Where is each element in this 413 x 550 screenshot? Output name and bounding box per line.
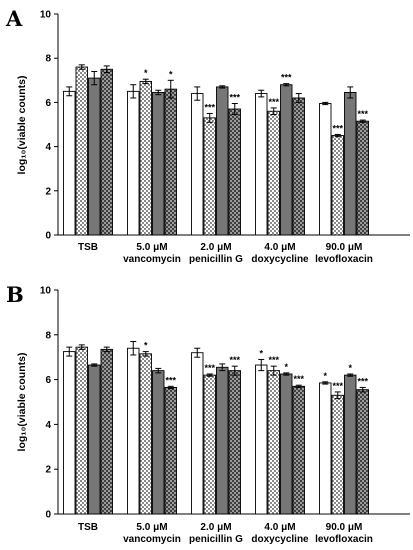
x-category-label: TSB [78, 242, 98, 253]
x-category-label: 5.0 μM [136, 242, 167, 253]
bar [152, 92, 165, 236]
bar [203, 374, 216, 515]
bar [191, 93, 204, 236]
bar [88, 364, 101, 515]
significance-marker: *** [357, 109, 368, 119]
bar [75, 346, 88, 515]
bar [356, 389, 369, 515]
bar [100, 68, 113, 236]
y-axis-label: log₁₀(viable counts) [16, 353, 28, 452]
x-category-label: TSB [78, 522, 98, 533]
y-tick-label: 4 [45, 420, 51, 431]
panel-label: B [6, 282, 24, 307]
bar [228, 370, 241, 515]
bar [88, 77, 101, 236]
significance-marker: * [259, 348, 263, 358]
bar [63, 90, 76, 236]
bar [331, 394, 344, 515]
bar [216, 366, 229, 515]
significance-marker: * [323, 371, 327, 381]
significance-marker: * [348, 363, 352, 373]
y-axis-label: log₁₀(viable counts) [16, 76, 28, 175]
significance-marker: *** [204, 363, 215, 373]
x-category-label: 2.0 μM [200, 242, 231, 253]
bar [356, 120, 369, 236]
significance-marker: *** [332, 123, 343, 133]
significance-marker: *** [268, 355, 279, 365]
bar [255, 364, 268, 515]
y-tick-label: 6 [45, 375, 51, 386]
bar [319, 103, 332, 236]
y-tick-label: 2 [45, 465, 51, 476]
x-category-label: penicillin G [189, 254, 243, 265]
y-tick-label: 4 [45, 142, 51, 153]
x-category-label: 4.0 μM [264, 522, 295, 533]
significance-marker: *** [165, 375, 176, 385]
bar [139, 80, 152, 236]
y-tick-label: 8 [45, 330, 51, 341]
bar [292, 385, 305, 515]
bar [203, 117, 216, 236]
panel-label: A [5, 6, 23, 31]
bar [267, 110, 280, 236]
bar [191, 352, 204, 515]
bar [280, 373, 293, 515]
x-category-label: doxycycline [251, 254, 309, 265]
x-category-label: 5.0 μM [136, 522, 167, 533]
y-tick-label: 6 [45, 98, 51, 109]
y-tick-label: 10 [40, 10, 52, 21]
bar [152, 370, 165, 515]
bar [63, 351, 76, 515]
x-category-label: 90.0 μM [326, 242, 363, 253]
bar [139, 353, 152, 515]
significance-marker: *** [229, 355, 240, 365]
x-category-label: levofloxacin [315, 254, 373, 265]
significance-marker: * [144, 341, 148, 351]
significance-marker: *** [357, 376, 368, 386]
bar [127, 347, 140, 515]
x-category-label: vancomycin [123, 534, 181, 545]
bar [344, 92, 357, 236]
bar [255, 93, 268, 236]
y-tick-label: 10 [40, 286, 52, 297]
y-tick-label: 2 [45, 186, 51, 197]
significance-marker: *** [332, 381, 343, 391]
y-tick-label: 8 [45, 54, 51, 65]
significance-marker: *** [204, 102, 215, 112]
bar [127, 90, 140, 236]
bar [344, 374, 357, 515]
bar [164, 386, 177, 515]
x-category-label: 90.0 μM [326, 522, 363, 533]
significance-marker: * [169, 69, 173, 79]
bar [267, 370, 280, 515]
significance-marker: *** [229, 93, 240, 103]
significance-marker: * [144, 68, 148, 78]
x-category-label: levofloxacin [315, 534, 373, 545]
bar [75, 66, 88, 236]
significance-marker: *** [293, 374, 304, 384]
bar [216, 86, 229, 236]
bar [228, 108, 241, 236]
y-tick-label: 0 [45, 231, 51, 242]
bar [319, 382, 332, 515]
significance-marker: *** [268, 97, 279, 107]
x-category-label: 2.0 μM [200, 522, 231, 533]
bar [331, 135, 344, 236]
x-category-label: doxycycline [251, 534, 309, 545]
bar [292, 97, 305, 236]
x-category-label: penicillin G [189, 534, 243, 545]
significance-marker: *** [281, 73, 292, 83]
bar [164, 88, 177, 236]
bar [100, 348, 113, 515]
bar [280, 84, 293, 236]
y-tick-label: 0 [45, 510, 51, 521]
x-category-label: 4.0 μM [264, 242, 295, 253]
significance-marker: * [284, 362, 288, 372]
x-category-label: vancomycin [123, 254, 181, 265]
